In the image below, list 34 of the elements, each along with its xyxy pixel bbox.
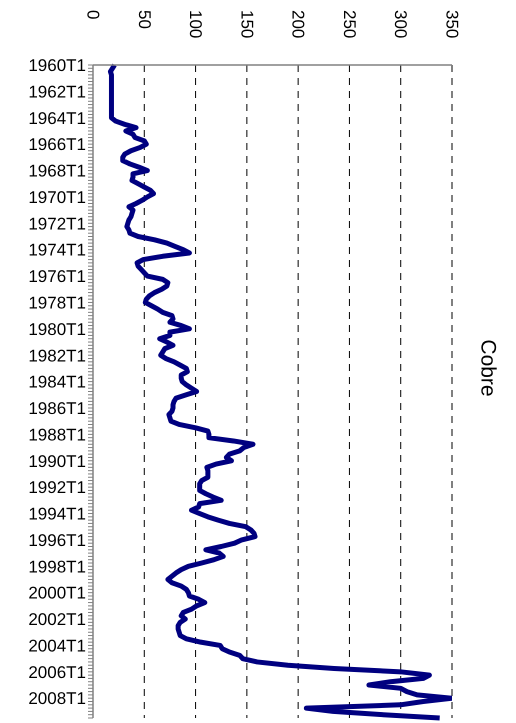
x-tick-label: 50	[134, 10, 154, 29]
y-tick-label: 1980T1	[28, 320, 86, 339]
y-tick-label: 1978T1	[28, 293, 86, 312]
y-tick-label: 1994T1	[28, 504, 86, 524]
text: Cobre	[476, 339, 500, 397]
y-tick-label: 2002T1	[28, 610, 86, 630]
x-tick-label: 0	[84, 10, 102, 20]
y-tick-label: 1974T1	[28, 240, 86, 260]
y-tick-label: 1964T1	[28, 108, 86, 128]
y-tick-label: 1966T1	[28, 135, 86, 154]
x-tick-label: 100	[186, 10, 206, 38]
y-tick-label: 2006T1	[28, 662, 86, 682]
y-tick-label: 1984T1	[28, 372, 86, 392]
y-tick-label: 1960T1	[28, 56, 86, 76]
y-tick-label: 1970T1	[28, 188, 86, 207]
y-tick-label: 1998T1	[28, 557, 86, 576]
x-tick-label: 250	[340, 10, 359, 38]
y-tick-label: 1990T1	[28, 452, 86, 471]
x-tick-label: 200	[288, 10, 308, 38]
y-tick-label: 1968T1	[28, 162, 86, 181]
y-tick-label: 2004T1	[28, 636, 86, 656]
y-tick-label: 1976T1	[28, 267, 86, 286]
x-tick-label: 300	[391, 10, 410, 38]
x-tick-label: 350	[442, 10, 462, 38]
y-tick-label: 2008T1	[28, 689, 86, 708]
y-tick-label: 2000T1	[28, 584, 86, 603]
y-tick-label: 1986T1	[28, 399, 86, 418]
y-tick-label: 1982T1	[28, 346, 86, 366]
y-tick-label: 1988T1	[28, 425, 86, 444]
y-tick-label: 1972T1	[28, 214, 86, 234]
y-tick-label: 1962T1	[28, 82, 86, 102]
y-tick-label: 1992T1	[28, 478, 86, 498]
y-tick-label: 1996T1	[28, 530, 86, 550]
x-tick-label: 150	[237, 10, 256, 38]
